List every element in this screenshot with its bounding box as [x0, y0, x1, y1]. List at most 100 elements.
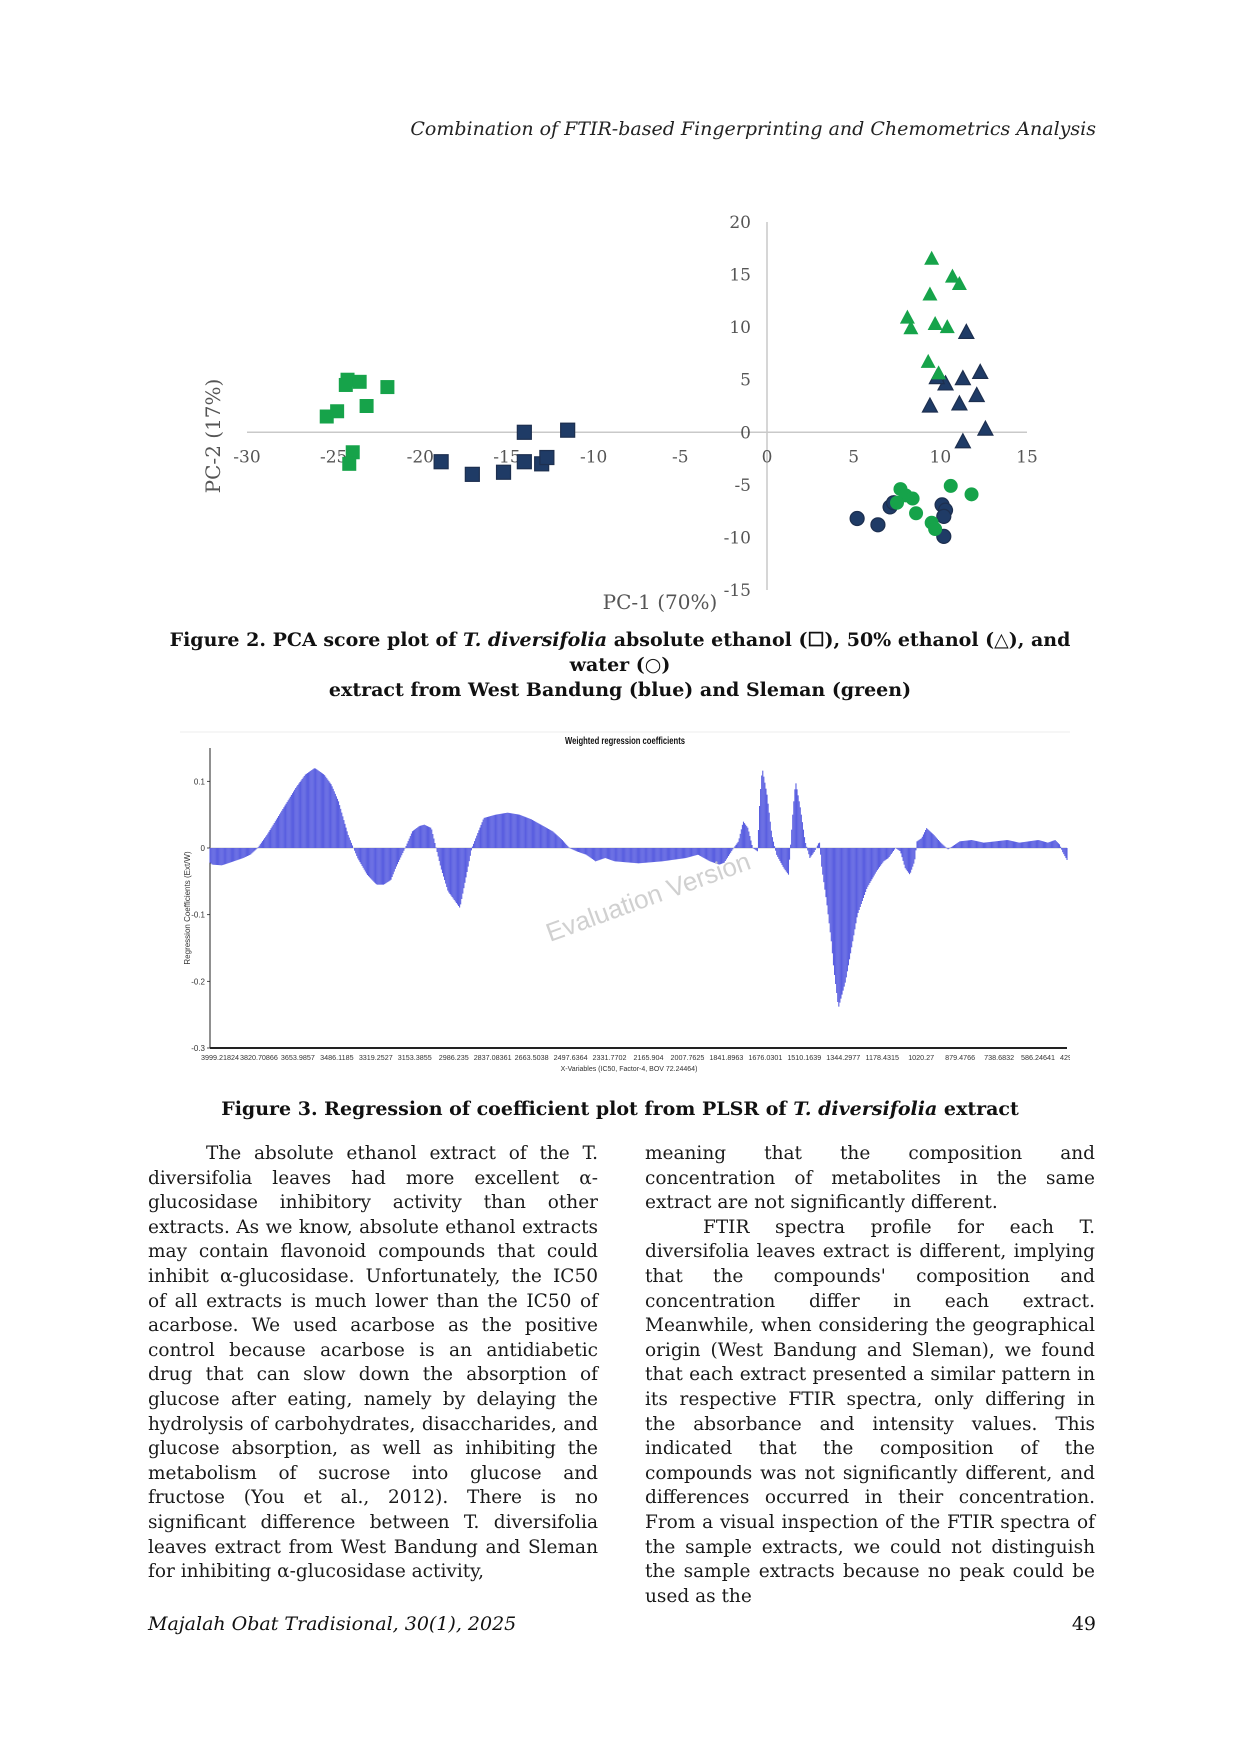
- pca-point-triangle: [922, 286, 938, 301]
- pca-point-square: [380, 380, 395, 395]
- regression-x-axis-label: X-Variables (IC50, Factor-4, BOV 72.2446…: [561, 1066, 698, 1073]
- left-paragraph-1: The absolute ethanol extract of the T. d…: [148, 1143, 598, 1583]
- pca-point-circle: [890, 495, 904, 510]
- right-paragraph-1: meaning that the composition and concent…: [645, 1143, 1095, 1214]
- pca-x-axis-label: PC-1 (70%): [603, 590, 718, 614]
- pca-point-square: [539, 449, 555, 466]
- figure-2-caption-species: T. diversifolia: [463, 629, 608, 651]
- pca-y-tick-label: -15: [724, 581, 751, 601]
- pca-y-tick-label: 5: [740, 371, 751, 391]
- pca-y-tick-label: -10: [724, 528, 751, 548]
- regression-y-tick-label: -0.2: [191, 977, 205, 986]
- pca-point-square: [319, 409, 334, 424]
- pca-point-circle: [928, 522, 943, 537]
- regression-y-tick-label: -0.1: [191, 911, 205, 920]
- regression-x-tick-label: 2007.7625: [670, 1053, 704, 1062]
- pca-point-triangle: [957, 323, 975, 339]
- pca-point-square: [433, 454, 449, 470]
- pca-point-triangle: [927, 315, 943, 330]
- regression-x-tick-label: 3319.2527: [359, 1053, 393, 1062]
- pca-point-triangle: [968, 386, 986, 403]
- pca-point-square: [495, 464, 512, 480]
- pca-point-square: [560, 422, 576, 438]
- pca-point-circle: [909, 506, 924, 521]
- regression-x-tick-label: 2837.08361: [474, 1053, 512, 1062]
- pca-point-circle: [849, 510, 865, 527]
- pca-point-square: [342, 456, 357, 471]
- pca-x-tick-label: 15: [1016, 447, 1038, 467]
- regression-y-axis-label: Regression Coefficients (Ext/W): [183, 851, 192, 965]
- pca-point-circle: [964, 487, 979, 502]
- pca-y-axis-label: PC-2 (17%): [201, 379, 225, 494]
- regression-x-tick-label: 3999.21824: [201, 1053, 239, 1062]
- regression-coefficient-plot: Weighted regression coefficients 0.1 0 -0.…: [180, 731, 1070, 1073]
- regression-x-tick-label: 586.24641: [1021, 1053, 1055, 1062]
- pca-x-tick-label: -10: [580, 447, 607, 467]
- pca-point-triangle: [931, 365, 947, 380]
- regression-x-tick-label: 3153.3855: [398, 1053, 432, 1062]
- pca-point-triangle: [924, 250, 940, 265]
- pca-point-triangle: [951, 276, 967, 291]
- regression-y-tick-label: 0.1: [194, 777, 206, 786]
- regression-x-tick-label: 1676.0301: [748, 1053, 782, 1062]
- regression-x-tick-label: 1510.1639: [787, 1053, 821, 1062]
- pca-x-tick-label: -15: [493, 447, 520, 467]
- pca-x-tick-label: -30: [233, 447, 260, 467]
- regression-x-tick-label: 429.15624: [1060, 1053, 1070, 1062]
- regression-x-tick-label: 1841.8963: [709, 1053, 743, 1062]
- figure-3-caption-part2: extract: [937, 1098, 1019, 1120]
- figure-3-caption: Figure 3. Regression of coefficient plot…: [140, 1097, 1100, 1122]
- journal-citation: Majalah Obat Tradisional, 30(1), 2025: [148, 1613, 517, 1635]
- pca-x-tick-label: -25: [320, 447, 347, 467]
- regression-x-tick-label: 2663.5038: [515, 1053, 549, 1062]
- page-number: 49: [1071, 1613, 1096, 1635]
- pca-y-tick-label: 10: [729, 318, 751, 338]
- regression-x-tick-label: 738.6832: [984, 1053, 1014, 1062]
- pca-point-circle: [943, 478, 958, 493]
- pca-point-triangle: [954, 432, 972, 449]
- pca-point-circle: [936, 508, 952, 524]
- pca-point-circle: [905, 491, 920, 506]
- pca-point-square: [352, 374, 367, 389]
- regression-x-tick-label: 2165.904: [634, 1053, 664, 1062]
- regression-x-tick-label: 1344.2977: [826, 1053, 860, 1062]
- pca-point-square: [464, 466, 480, 482]
- pca-point-square: [359, 399, 374, 413]
- pca-y-tick-label: 0: [740, 423, 751, 443]
- pca-point-square: [338, 377, 353, 392]
- pca-y-tick-label: -5: [734, 476, 751, 496]
- pca-point-triangle: [920, 353, 936, 368]
- figure-2-caption-part2: absolute ethanol (☐), 50% ethanol (△), a…: [569, 629, 1071, 676]
- regression-x-tick-label: 1178.4315: [866, 1053, 899, 1062]
- regression-plot-title: Weighted regression coefficients: [565, 736, 685, 747]
- left-column: The absolute ethanol extract of the T. d…: [148, 1142, 598, 1585]
- figure-2-caption: Figure 2. PCA score plot of T. diversifo…: [140, 628, 1100, 703]
- regression-x-tick-label: 3653.9857: [281, 1053, 315, 1062]
- pca-score-plot: -30 -25 -20 -15 -10 -5 0 5 10 1520151050-5-10-15 …: [201, 213, 1038, 614]
- pca-point-triangle: [971, 363, 989, 379]
- pca-x-tick-label: -5: [672, 447, 689, 467]
- pca-point-triangle: [944, 268, 960, 283]
- running-title: Combination of FTIR-based Fingerprinting…: [410, 118, 1096, 140]
- regression-x-tick-label: 2497.6364: [554, 1053, 588, 1062]
- pca-y-tick-label: 20: [729, 213, 751, 233]
- regression-x-tick-label: 1020.27: [908, 1053, 934, 1062]
- pca-point-triangle: [903, 320, 919, 335]
- regression-x-tick-label: 2986.235: [439, 1053, 469, 1062]
- right-paragraph-2: FTIR spectra profile for each T. diversi…: [645, 1216, 1095, 1607]
- regression-x-tick-label: 2331.7702: [593, 1053, 627, 1062]
- regression-x-tick-label: 879.4766: [945, 1053, 975, 1062]
- pca-point-triangle: [950, 394, 968, 411]
- pca-point-triangle: [921, 396, 939, 413]
- figure-3-caption-species: T. diversifolia: [793, 1098, 938, 1120]
- regression-y-tick-label: 0: [201, 844, 206, 853]
- pca-x-tick-label: 5: [848, 447, 859, 467]
- regression-y-tick-label: -0.3: [191, 1044, 205, 1053]
- pca-point-triangle: [899, 309, 915, 324]
- pca-y-tick-label: 15: [729, 266, 751, 286]
- pca-x-tick-label: 10: [930, 447, 952, 467]
- regression-x-tick-label: 3486.1185: [320, 1053, 353, 1062]
- pca-point-square: [345, 445, 360, 460]
- figure-2-caption-part1: Figure 2. PCA score plot of: [169, 629, 464, 651]
- pca-point-triangle: [939, 319, 955, 334]
